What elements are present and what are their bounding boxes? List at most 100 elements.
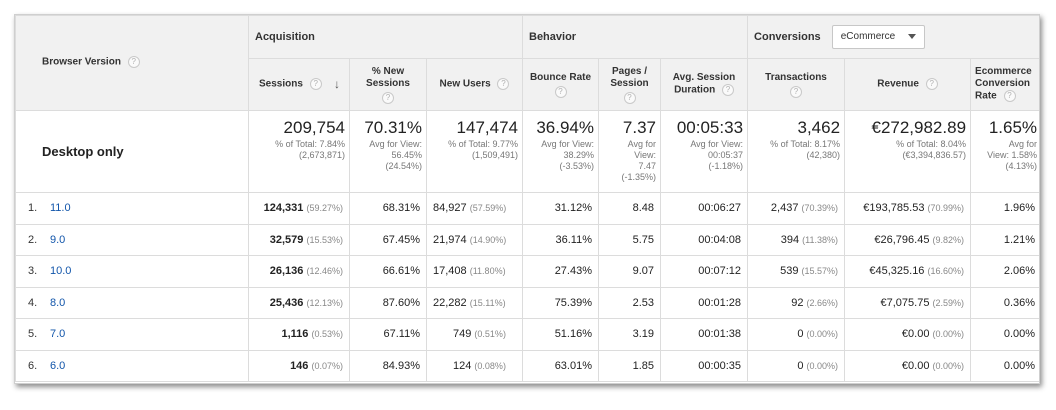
browser-version-link[interactable]: 10.0 xyxy=(50,265,72,278)
avg-session-duration-header[interactable]: Avg. Session Duration ? xyxy=(659,58,749,111)
column-header-row: Sessions ? ↓ % New Sessions ? New Users … xyxy=(15,58,1039,111)
transactions-pct: (0.00%) xyxy=(806,329,839,340)
transactions-value: 2,437 xyxy=(770,202,799,215)
conversion-rate-cell: 1.21% xyxy=(970,223,1039,256)
total-sessions-share: % of Total: 7.84% xyxy=(275,139,345,149)
total-pages-session-l4: (-1.35%) xyxy=(621,172,656,182)
sessions-pct: (12.13%) xyxy=(306,297,343,308)
table-row: 1. 11.0 124,331 (59.27%) 68.31% 84,927 (5… xyxy=(15,192,1039,225)
question-circle-icon[interactable]: ? xyxy=(382,91,394,104)
browser-version-link[interactable]: 11.0 xyxy=(50,202,71,215)
new-users-header-label: New Users xyxy=(439,78,491,90)
question-circle-icon[interactable]: ? xyxy=(497,78,510,91)
total-conversion-rate-l2: View: 1.58% xyxy=(987,150,1038,160)
table-row: 4. 8.0 25,436 (12.13%) 87.60% 22,282 (15.… xyxy=(15,286,1039,319)
new-users-cell: 749 (0.51%) xyxy=(426,318,523,351)
browser-version-link[interactable]: 6.0 xyxy=(50,359,66,372)
conversion-rate-cell: 0.00% xyxy=(970,349,1039,382)
total-conversion-rate-l3: (4.13%) xyxy=(1005,161,1038,171)
report-table: Browser Version ? Acquisition Behavior C… xyxy=(15,15,1039,382)
bounce-rate-cell: 31.12% xyxy=(522,192,599,225)
browser-version-link[interactable]: 7.0 xyxy=(50,328,66,341)
total-avg-duration: 00:05:33 Avg for View: 00:05:37 (-1.18%) xyxy=(659,110,749,193)
pages-session-cell: 2.53 xyxy=(598,286,661,319)
total-avg-duration-value: 00:05:33 xyxy=(676,118,744,137)
total-transactions-share: % of Total: 8.17% xyxy=(770,139,841,149)
total-sessions-all: (2,673,871) xyxy=(298,150,345,160)
sessions-cell: 26,136 (12.46%) xyxy=(248,255,350,288)
new-users-value: 124 xyxy=(453,359,472,372)
conversion-rate-cell: 2.06% xyxy=(970,255,1039,288)
transactions-pct: (11.38%) xyxy=(802,234,839,245)
sessions-pct: (0.07%) xyxy=(311,360,343,371)
revenue-pct: (70.99%) xyxy=(927,203,965,214)
pages-session-cell: 3.19 xyxy=(598,318,661,351)
new-users-cell: 84,927 (57.59%) xyxy=(426,192,523,225)
transactions-cell: 2,437 (70.39%) xyxy=(747,192,846,225)
new-sessions-cell: 68.31% xyxy=(349,192,427,225)
pages-session-cell: 5.75 xyxy=(598,223,661,256)
total-new-users-value: 147,474 xyxy=(456,118,518,137)
browser-version-link[interactable]: 9.0 xyxy=(50,233,66,246)
question-circle-icon[interactable]: ? xyxy=(623,91,636,104)
question-circle-icon[interactable]: ? xyxy=(127,56,140,68)
transactions-pct: (2.66%) xyxy=(806,297,839,308)
new-sessions-header-label: % New Sessions xyxy=(366,65,410,89)
sessions-pct: (0.53%) xyxy=(311,329,343,340)
question-circle-icon[interactable]: ? xyxy=(721,84,734,97)
transactions-header[interactable]: Transactions ? xyxy=(747,58,846,111)
total-pages-session-l2: View: xyxy=(634,150,656,160)
total-new-sessions-value: 70.31% xyxy=(364,118,422,137)
transactions-value: 0 xyxy=(797,359,804,372)
new-sessions-cell: 84.93% xyxy=(349,349,427,382)
report-table-frame: Browser Version ? Acquisition Behavior C… xyxy=(14,14,1040,384)
conversion-rate-header-label: Ecommerce Conversion Rate xyxy=(975,66,1032,102)
total-conversion-rate: 1.65% Avg for View: 1.58% (4.13%) xyxy=(970,110,1039,193)
new-users-header[interactable]: New Users ? xyxy=(426,58,523,111)
question-circle-icon[interactable]: ? xyxy=(309,78,322,91)
conversions-type-dropdown[interactable]: eCommerce xyxy=(831,25,925,49)
browser-version-header[interactable]: Browser Version ? xyxy=(15,15,249,111)
revenue-header[interactable]: Revenue ? xyxy=(844,58,972,111)
bounce-rate-header[interactable]: Bounce Rate ? xyxy=(522,58,599,111)
revenue-pct: (16.60%) xyxy=(927,266,965,277)
bounce-rate-cell: 75.39% xyxy=(522,286,599,319)
sessions-pct: (15.53%) xyxy=(306,234,343,245)
acquisition-group-header: Acquisition xyxy=(248,15,523,59)
row-dimension: 5. 7.0 xyxy=(15,318,249,351)
table-row: 3. 10.0 26,136 (12.46%) 66.61% 17,408 (11… xyxy=(15,255,1039,288)
new-users-cell: 21,974 (14.90%) xyxy=(426,223,523,256)
question-circle-icon[interactable]: ? xyxy=(554,85,567,98)
transactions-cell: 92 (2.66%) xyxy=(747,286,846,319)
duration-cell: 00:04:08 xyxy=(659,223,749,256)
row-index: 5. xyxy=(28,328,38,341)
transactions-cell: 0 (0.00%) xyxy=(747,318,846,351)
total-new-users-all: (1,509,491) xyxy=(471,150,518,160)
row-index: 6. xyxy=(28,359,38,372)
question-circle-icon[interactable]: ? xyxy=(925,78,938,91)
pages-session-cell: 1.85 xyxy=(598,349,661,382)
total-conversion-rate-l1: Avg for xyxy=(1008,139,1038,149)
row-index: 1. xyxy=(28,202,38,215)
new-users-value: 17,408 xyxy=(433,265,467,278)
question-circle-icon[interactable]: ? xyxy=(790,85,803,98)
arrow-down-icon[interactable]: ↓ xyxy=(334,77,340,92)
pages-session-header[interactable]: Pages / Session ? xyxy=(598,58,661,111)
ecommerce-conversion-rate-header[interactable]: Ecommerce Conversion Rate ? xyxy=(970,58,1039,111)
row-index: 2. xyxy=(28,233,38,246)
new-sessions-header[interactable]: % New Sessions ? xyxy=(349,58,427,111)
revenue-value: €26,796.45 xyxy=(874,233,930,246)
sessions-header[interactable]: Sessions ? ↓ xyxy=(248,58,350,111)
total-new-sessions-l1: Avg for View: xyxy=(369,139,422,149)
pages-session-cell: 8.48 xyxy=(598,192,661,225)
conversions-dropdown-value: eCommerce xyxy=(840,31,896,42)
new-users-pct: (15.11%) xyxy=(469,297,506,308)
browser-version-link[interactable]: 8.0 xyxy=(50,296,66,309)
transactions-cell: 394 (11.38%) xyxy=(747,223,846,256)
conversion-rate-cell: 0.00% xyxy=(970,318,1039,351)
sessions-value: 146 xyxy=(290,359,309,372)
total-revenue-all: (€3,394,836.57) xyxy=(902,150,967,160)
question-circle-icon[interactable]: ? xyxy=(1003,90,1016,103)
conversions-label: Conversions xyxy=(754,30,821,43)
bounce-rate-cell: 51.16% xyxy=(522,318,599,351)
